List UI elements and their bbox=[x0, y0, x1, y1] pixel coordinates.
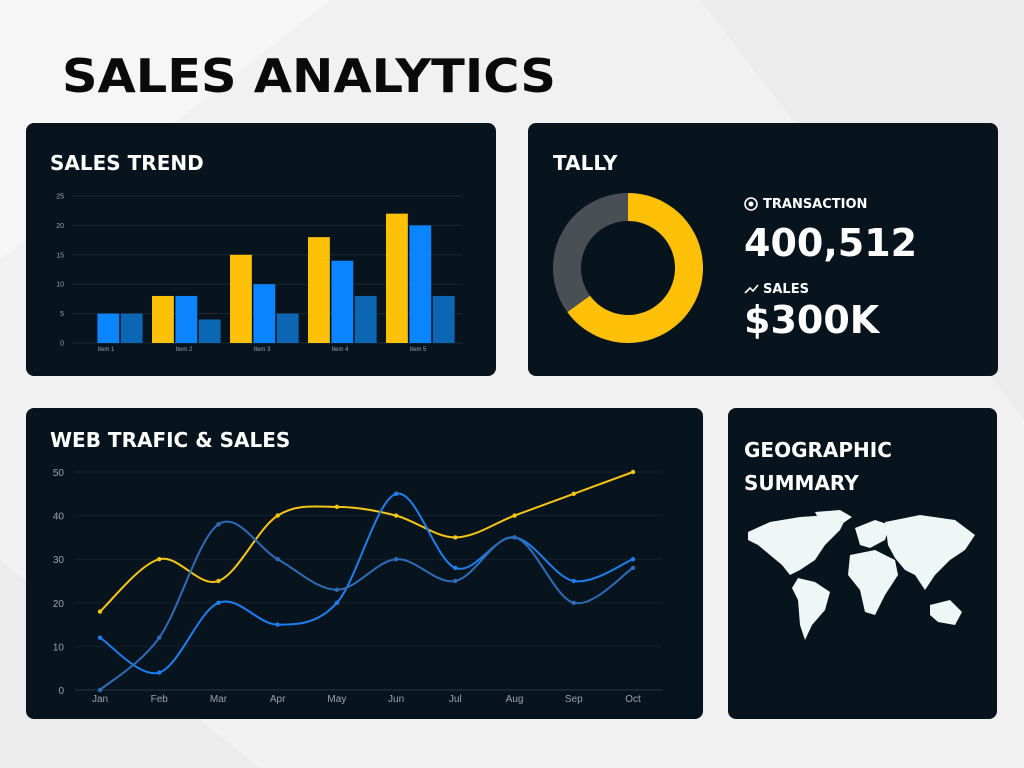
line-point bbox=[275, 557, 280, 562]
line-point bbox=[630, 469, 636, 475]
bar bbox=[230, 254, 252, 343]
y-tick-label: 40 bbox=[53, 512, 65, 523]
line-point bbox=[630, 557, 636, 562]
transaction-icon bbox=[744, 197, 758, 211]
bar bbox=[253, 284, 276, 343]
line-point bbox=[393, 491, 399, 496]
x-tick-label: Jul bbox=[449, 694, 462, 705]
line-point bbox=[334, 600, 340, 605]
line-point bbox=[275, 513, 280, 518]
bar bbox=[331, 260, 354, 343]
x-tick-label: May bbox=[327, 694, 346, 705]
bar bbox=[386, 213, 408, 343]
bar bbox=[308, 237, 330, 343]
stat-value: 400,512 bbox=[744, 221, 917, 265]
stat-value: $300K bbox=[744, 298, 881, 342]
line-point bbox=[97, 687, 103, 693]
line-point bbox=[275, 622, 280, 627]
page-title: SALES ANALYTICS bbox=[62, 49, 556, 103]
line-point bbox=[157, 635, 162, 640]
card-title: SUMMARY bbox=[744, 471, 859, 495]
line-point bbox=[571, 578, 576, 584]
line-point bbox=[393, 557, 399, 562]
bar bbox=[432, 295, 455, 343]
y-tick-label: 0 bbox=[60, 341, 64, 348]
y-tick-label: 20 bbox=[53, 599, 65, 610]
line-point bbox=[216, 522, 221, 527]
x-tick-label: Item 1 bbox=[98, 347, 115, 353]
bar bbox=[354, 295, 377, 343]
y-tick-label: 10 bbox=[56, 282, 64, 289]
x-tick-label: Jun bbox=[388, 694, 404, 705]
x-tick-label: Item 2 bbox=[176, 347, 193, 353]
bar bbox=[97, 313, 120, 343]
line-point bbox=[157, 557, 162, 562]
bar bbox=[276, 313, 299, 343]
y-tick-label: 0 bbox=[58, 686, 64, 697]
pie-slice bbox=[567, 193, 703, 343]
line-point bbox=[216, 578, 221, 584]
line-point bbox=[216, 600, 221, 605]
x-tick-label: Feb bbox=[151, 694, 169, 705]
bar bbox=[120, 313, 143, 343]
y-tick-label: 20 bbox=[56, 223, 64, 230]
line-series bbox=[99, 471, 634, 613]
line-point bbox=[630, 565, 636, 571]
line-series bbox=[99, 520, 634, 691]
card-title: TALLY bbox=[553, 151, 618, 175]
line-point bbox=[453, 535, 458, 540]
bar bbox=[152, 295, 174, 343]
y-tick-label: 30 bbox=[53, 555, 65, 566]
card-title: WEB TRAFIC & SALES bbox=[50, 428, 290, 452]
line-point bbox=[512, 535, 517, 540]
x-tick-label: Aug bbox=[506, 694, 524, 705]
bar bbox=[198, 319, 221, 343]
line-point bbox=[393, 513, 399, 518]
line-point bbox=[512, 513, 517, 518]
pie-slice bbox=[552, 193, 628, 313]
bar bbox=[409, 225, 432, 343]
line-point bbox=[97, 609, 103, 614]
x-tick-label: Sep bbox=[565, 694, 583, 705]
line-series bbox=[99, 492, 634, 675]
y-tick-label: 10 bbox=[53, 642, 65, 653]
line-point bbox=[571, 491, 576, 496]
y-tick-label: 15 bbox=[56, 252, 64, 259]
y-tick-label: 25 bbox=[56, 194, 64, 201]
line-point bbox=[453, 578, 458, 584]
card-title: GEOGRAPHIC bbox=[744, 438, 892, 462]
bar bbox=[175, 295, 198, 343]
card bbox=[26, 408, 703, 719]
y-tick-label: 50 bbox=[53, 468, 65, 479]
line-point bbox=[334, 504, 340, 510]
x-tick-label: Apr bbox=[270, 694, 286, 705]
line-point bbox=[157, 670, 162, 675]
line-point bbox=[334, 587, 340, 592]
line-point bbox=[453, 565, 458, 571]
stat-label: TRANSACTION bbox=[763, 197, 867, 212]
x-tick-label: Mar bbox=[210, 694, 228, 705]
y-tick-label: 5 bbox=[60, 311, 64, 318]
line-point bbox=[97, 635, 103, 640]
x-tick-label: Item 4 bbox=[332, 347, 349, 353]
x-tick-label: Item 3 bbox=[254, 347, 271, 353]
x-tick-label: Oct bbox=[625, 694, 641, 705]
world-map bbox=[748, 510, 975, 640]
card-title: SALES TREND bbox=[50, 151, 204, 175]
x-tick-label: Item 5 bbox=[410, 347, 427, 353]
card bbox=[26, 123, 496, 376]
sales-icon bbox=[744, 284, 759, 294]
x-tick-label: Jan bbox=[92, 694, 108, 705]
line-point bbox=[571, 600, 576, 605]
stat-label: SALES bbox=[763, 282, 809, 297]
